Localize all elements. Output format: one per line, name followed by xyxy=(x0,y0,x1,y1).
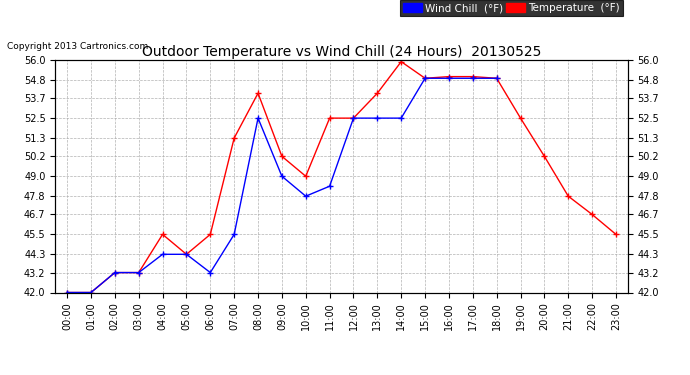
Legend: Wind Chill  (°F), Temperature  (°F): Wind Chill (°F), Temperature (°F) xyxy=(400,0,622,16)
Text: Copyright 2013 Cartronics.com: Copyright 2013 Cartronics.com xyxy=(7,42,148,51)
Title: Outdoor Temperature vs Wind Chill (24 Hours)  20130525: Outdoor Temperature vs Wind Chill (24 Ho… xyxy=(142,45,541,59)
